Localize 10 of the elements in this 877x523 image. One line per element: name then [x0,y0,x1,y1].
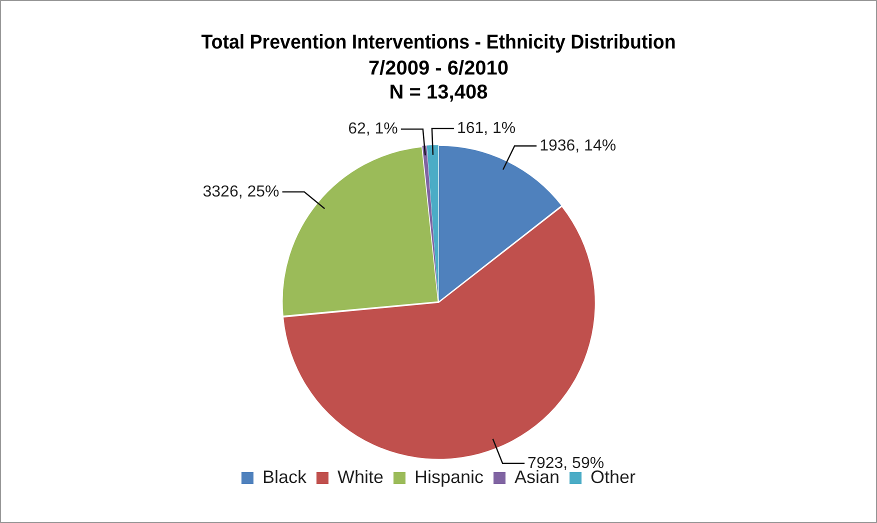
data-label: 161, 1% [456,120,516,137]
data-label: 62, 1% [348,120,398,138]
chart-subtitle: 7/2009 - 6/2010 [368,58,509,80]
data-label: 3326, 25% [202,183,280,200]
text: N = 13,408 [389,82,488,104]
legend-label: White [337,466,384,487]
legend-label: Black [262,466,308,487]
legend-label: Hispanic [414,466,484,487]
chart-title: Total Prevention Interventions - Ethnicity Distribution [201,30,676,54]
data-label: 1936, 14% [540,137,616,154]
